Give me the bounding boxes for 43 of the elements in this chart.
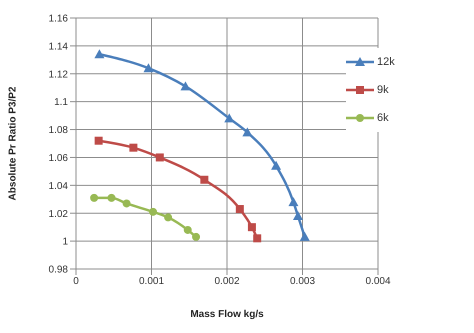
point: [129, 144, 138, 152]
point: [253, 234, 262, 242]
point: [200, 176, 208, 184]
point: [271, 160, 282, 170]
point: [90, 194, 98, 202]
point: [107, 194, 116, 202]
legend-label: 9k: [377, 84, 389, 96]
y-tick-label: 0.98: [48, 264, 68, 276]
point: [248, 223, 256, 232]
point: [156, 153, 164, 162]
point: [292, 211, 303, 220]
y-tick-label: 1.04: [48, 180, 68, 192]
x-tick-label: 0.001: [138, 276, 164, 288]
y-tick-label: 1.1: [54, 97, 68, 108]
point: [122, 199, 131, 208]
point: [164, 213, 172, 222]
y-axis-title: Absolute Pr Ratio P3/P2: [8, 86, 19, 200]
legend-label: 6k: [377, 112, 389, 124]
point: [94, 49, 104, 58]
point: [149, 208, 158, 216]
x-tick-label: 0.003: [290, 276, 316, 288]
point: [143, 63, 154, 72]
y-tick-label: 1.08: [48, 125, 68, 136]
y-tick-label: 1.12: [48, 69, 68, 80]
y-tick-label: 1.06: [48, 152, 68, 164]
point: [184, 226, 192, 234]
y-tick-label: 1: [62, 236, 68, 248]
x-axis-title: Mass Flow kg/s: [190, 309, 264, 320]
point: [236, 205, 244, 214]
legend-label: 12k: [377, 56, 395, 68]
x-tick-label: 0.002: [214, 276, 240, 288]
point: [242, 127, 252, 136]
point: [288, 197, 298, 206]
point: [300, 232, 310, 241]
x-tick-label: 0: [73, 276, 80, 288]
y-tick-label: 1.16: [48, 14, 68, 25]
point: [180, 81, 190, 90]
point: [94, 136, 103, 145]
y-tick-label: 1.14: [48, 41, 68, 52]
point: [192, 232, 200, 241]
point: [224, 113, 234, 122]
y-tick-label: 1.02: [48, 208, 68, 220]
x-tick-label: 0.004: [365, 276, 391, 288]
